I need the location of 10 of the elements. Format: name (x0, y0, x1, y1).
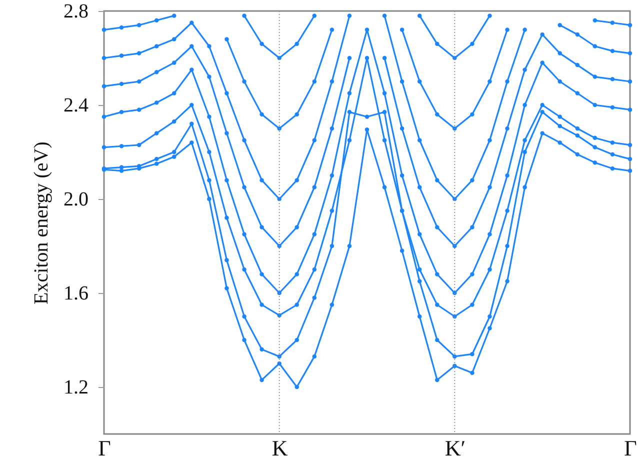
y-tick-label: 2.4 (64, 94, 88, 116)
x-tick-label: K′ (444, 436, 466, 460)
y-axis-title: Exciton energy (eV) (30, 142, 52, 304)
x-tick-label: K (272, 436, 288, 460)
x-tick-label: Γ (624, 436, 638, 460)
y-tick-label: 2.8 (64, 0, 88, 22)
y-tick-label: 1.6 (64, 282, 88, 304)
y-tick-label: 1.2 (64, 376, 88, 398)
x-tick-label: Γ (98, 436, 112, 460)
y-tick-label: 2.0 (64, 188, 88, 210)
